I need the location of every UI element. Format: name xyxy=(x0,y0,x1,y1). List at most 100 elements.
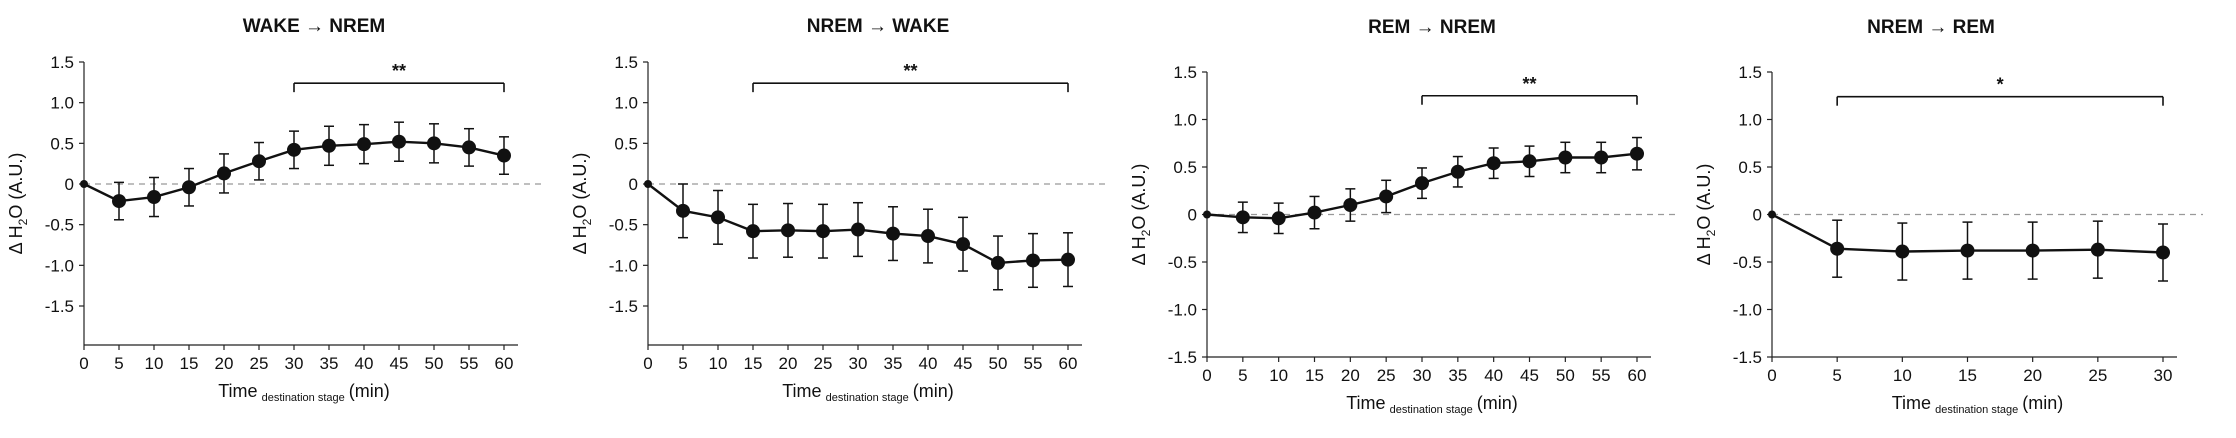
y-tick-label: 1.5 xyxy=(1173,63,1197,82)
x-tick-label: 5 xyxy=(1238,366,1247,385)
x-tick-label: 20 xyxy=(215,354,234,373)
y-tick-label: 1.5 xyxy=(614,53,638,72)
x-tick-label: 10 xyxy=(1269,366,1288,385)
chart-panel-1: NREM → WAKE -1.5 -1.0 -0.5 0 0.5 1.0 1.5 0 5 10 15 2… xyxy=(570,16,1108,404)
x-tick-label: 0 xyxy=(1202,366,1211,385)
data-point xyxy=(1594,150,1609,165)
y-tick-label: -1.5 xyxy=(609,297,638,316)
y-tick-label: 1.0 xyxy=(50,94,74,113)
data-point xyxy=(2025,243,2040,258)
data-point xyxy=(991,255,1005,270)
data-point xyxy=(287,142,301,157)
data-point xyxy=(1630,146,1644,161)
x-axis-label: Time destination stage (min) xyxy=(782,381,954,404)
x-tick-label: 35 xyxy=(320,354,339,373)
x-axis-label-unit: (min) xyxy=(349,381,390,401)
y-tick-label: 1.5 xyxy=(50,53,74,72)
x-tick-label: 0 xyxy=(643,354,652,373)
x-tick-label: 20 xyxy=(779,354,798,373)
x-tick-label: 15 xyxy=(744,354,763,373)
x-axis-label: Time destination stage (min) xyxy=(1892,393,2064,416)
data-point xyxy=(746,224,760,239)
y-tick-label: 1.0 xyxy=(614,94,638,113)
x-tick-label: 50 xyxy=(989,354,1008,373)
x-axis-label-subscript: destination stage xyxy=(1390,404,1473,416)
x-tick-label: 30 xyxy=(1413,366,1432,385)
x-tick-label: 20 xyxy=(2023,366,2042,385)
data-point xyxy=(1061,252,1075,267)
y-tick-label: -0.5 xyxy=(45,216,74,235)
x-tick-label: 60 xyxy=(1059,354,1078,373)
x-tick-label: 10 xyxy=(145,354,164,373)
x-axis-label-main: Time xyxy=(782,381,821,401)
x-tick-label: 30 xyxy=(849,354,868,373)
significance-label: ** xyxy=(392,61,406,81)
y-tick-label: 0.5 xyxy=(50,134,74,153)
y-tick-label: 0 xyxy=(629,175,638,194)
y-tick-label: 1.5 xyxy=(1738,63,1762,82)
x-tick-label: 35 xyxy=(1448,366,1467,385)
x-tick-label: 45 xyxy=(954,354,973,373)
data-point xyxy=(1271,211,1286,226)
x-tick-label: 45 xyxy=(1520,366,1539,385)
x-tick-label: 30 xyxy=(2154,366,2173,385)
data-point xyxy=(1235,210,1250,225)
data-point xyxy=(1960,243,1975,258)
data-point xyxy=(1486,156,1501,171)
x-tick-label: 55 xyxy=(1024,354,1043,373)
chart-panel-2: REM → NREM -1.5 -1.0 -0.5 0 0.5 1.0 1.5 0 5 10 15 20… xyxy=(1129,17,1677,416)
data-point xyxy=(1026,253,1040,268)
data-point xyxy=(921,229,935,244)
x-tick-label: 30 xyxy=(285,354,304,373)
data-point xyxy=(217,166,231,181)
data-point xyxy=(182,180,196,195)
x-axis-label-main: Time xyxy=(1346,393,1385,413)
y-tick-label: 0 xyxy=(1188,206,1197,225)
data-point xyxy=(956,237,970,252)
y-tick-label: 0 xyxy=(1753,206,1762,225)
x-tick-label: 40 xyxy=(919,354,938,373)
data-point xyxy=(816,224,830,239)
significance-label: ** xyxy=(903,61,917,81)
y-tick-label: -0.5 xyxy=(1733,253,1762,272)
data-point xyxy=(676,203,690,218)
data-point xyxy=(427,136,441,151)
x-axis-label-unit: (min) xyxy=(1477,393,1518,413)
significance-label: * xyxy=(1997,75,2004,95)
data-point xyxy=(80,180,88,188)
y-tick-label: -1.0 xyxy=(609,256,638,275)
y-tick-label: -0.5 xyxy=(609,216,638,235)
x-axis-label: Time destination stage (min) xyxy=(1346,393,1518,416)
data-point xyxy=(851,222,865,237)
data-point xyxy=(644,180,652,188)
data-point xyxy=(1307,205,1322,220)
data-point xyxy=(1768,210,1776,219)
x-tick-label: 15 xyxy=(1958,366,1977,385)
data-point xyxy=(147,190,161,205)
chart-title: WAKE → NREM xyxy=(243,16,386,37)
chart-title: REM → NREM xyxy=(1368,17,1496,38)
data-point xyxy=(1895,244,1910,259)
data-point xyxy=(711,210,725,225)
x-tick-label: 25 xyxy=(250,354,269,373)
chart-panel-3: NREM → REM -1.5 -1.0 -0.5 0 0.5 1.0 1.5 0 5 10 15 20… xyxy=(1694,17,2203,416)
x-tick-label: 20 xyxy=(1341,366,1360,385)
x-tick-label: 25 xyxy=(1377,366,1396,385)
data-point xyxy=(462,140,476,155)
y-tick-label: -1.5 xyxy=(1733,348,1762,367)
y-tick-label: -1.5 xyxy=(45,297,74,316)
x-axis-label-unit: (min) xyxy=(2022,393,2063,413)
x-tick-label: 0 xyxy=(1767,366,1776,385)
y-tick-label: 1.0 xyxy=(1738,111,1762,130)
y-axis-label: Δ H2O (A.U.) xyxy=(1694,164,1718,266)
y-tick-label: -0.5 xyxy=(1168,253,1197,272)
x-axis-label-subscript: destination stage xyxy=(1935,404,2018,416)
x-tick-label: 0 xyxy=(79,354,88,373)
x-tick-label: 15 xyxy=(1305,366,1324,385)
y-tick-label: -1.5 xyxy=(1168,348,1197,367)
x-tick-label: 5 xyxy=(114,354,123,373)
x-axis-label: Time destination stage (min) xyxy=(218,381,390,404)
data-point xyxy=(252,154,266,169)
data-point xyxy=(392,134,406,149)
data-point xyxy=(1203,210,1211,219)
